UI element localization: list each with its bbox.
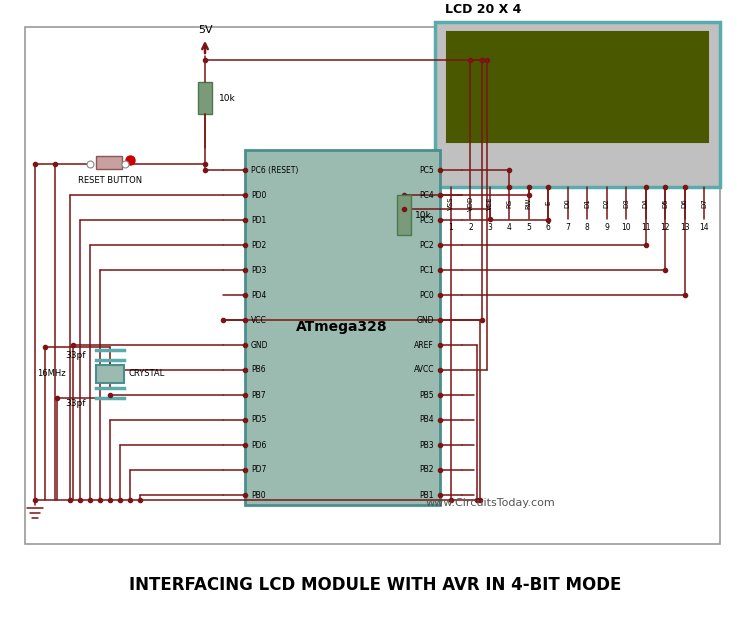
- Text: 7: 7: [566, 222, 570, 232]
- Text: PB4: PB4: [419, 415, 434, 425]
- Bar: [25, 27, 720, 544]
- Bar: [96, 365, 124, 383]
- Text: VCC: VCC: [251, 316, 267, 324]
- Bar: [435, 22, 720, 187]
- Text: PD6: PD6: [251, 441, 266, 449]
- Text: 2: 2: [468, 222, 472, 232]
- Text: 33pf: 33pf: [65, 350, 86, 360]
- Text: E: E: [545, 201, 551, 205]
- Text: PB6: PB6: [251, 365, 266, 375]
- Text: ATmega328: ATmega328: [296, 320, 388, 334]
- Text: PD1: PD1: [251, 216, 266, 224]
- Text: PC5: PC5: [419, 166, 434, 174]
- Text: 6: 6: [546, 222, 550, 232]
- Text: PC0: PC0: [419, 290, 434, 300]
- Bar: [397, 195, 411, 235]
- Text: PB0: PB0: [251, 491, 266, 499]
- Bar: [245, 150, 440, 505]
- Text: 5V: 5V: [198, 25, 212, 35]
- Text: 14: 14: [699, 222, 709, 232]
- Text: 12: 12: [660, 222, 670, 232]
- Text: 4: 4: [507, 222, 512, 232]
- Text: PB2: PB2: [419, 465, 434, 475]
- Text: PC4: PC4: [419, 190, 434, 200]
- Text: D0: D0: [565, 198, 571, 208]
- Bar: [447, 32, 708, 142]
- Text: 3: 3: [488, 222, 492, 232]
- Text: D6: D6: [682, 198, 688, 208]
- Text: LCD 20 X 4: LCD 20 X 4: [445, 2, 521, 15]
- Text: PC1: PC1: [419, 266, 434, 274]
- Text: D2: D2: [604, 198, 610, 208]
- Text: 11: 11: [640, 222, 650, 232]
- Text: PC3: PC3: [419, 216, 434, 224]
- Bar: [198, 82, 212, 114]
- Text: D1: D1: [584, 198, 590, 208]
- Text: 16MHz: 16MHz: [38, 370, 66, 378]
- Text: PD3: PD3: [251, 266, 266, 274]
- Text: 5: 5: [526, 222, 531, 232]
- Text: 8: 8: [585, 222, 590, 232]
- Text: www.CircuitsToday.com: www.CircuitsToday.com: [425, 498, 555, 508]
- Text: 10k: 10k: [415, 211, 432, 219]
- Text: VDD: VDD: [467, 195, 473, 211]
- Text: PC2: PC2: [419, 240, 434, 250]
- Text: D7: D7: [701, 198, 707, 208]
- Text: RESET BUTTON: RESET BUTTON: [78, 176, 142, 185]
- Text: PB3: PB3: [419, 441, 434, 449]
- Text: RS: RS: [506, 198, 512, 208]
- Text: PD2: PD2: [251, 240, 266, 250]
- Text: PD4: PD4: [251, 290, 266, 300]
- Text: PB5: PB5: [419, 391, 434, 399]
- Text: GND: GND: [416, 316, 434, 324]
- Text: 1: 1: [448, 222, 453, 232]
- Text: AREF: AREF: [414, 341, 434, 350]
- Text: PD5: PD5: [251, 415, 266, 425]
- Text: CRYSTAL: CRYSTAL: [128, 370, 164, 378]
- Text: VSS: VSS: [448, 197, 454, 210]
- Text: D4: D4: [643, 198, 649, 208]
- Text: 9: 9: [604, 222, 609, 232]
- Text: D3: D3: [623, 198, 629, 208]
- Text: D5: D5: [662, 198, 668, 208]
- Bar: [96, 156, 122, 169]
- Text: GND: GND: [251, 341, 268, 350]
- Text: PD7: PD7: [251, 465, 266, 475]
- Text: PB7: PB7: [251, 391, 266, 399]
- Text: 10k: 10k: [219, 93, 236, 103]
- Text: 13: 13: [680, 222, 689, 232]
- Text: PB1: PB1: [419, 491, 434, 499]
- Text: PD0: PD0: [251, 190, 266, 200]
- Text: VEE: VEE: [487, 197, 493, 210]
- Text: 10: 10: [621, 222, 631, 232]
- Text: 33pf: 33pf: [65, 399, 86, 407]
- Text: RW: RW: [526, 197, 532, 209]
- Text: PC6 (RESET): PC6 (RESET): [251, 166, 298, 174]
- Text: AVCC: AVCC: [413, 365, 434, 375]
- Text: INTERFACING LCD MODULE WITH AVR IN 4-BIT MODE: INTERFACING LCD MODULE WITH AVR IN 4-BIT…: [129, 576, 621, 594]
